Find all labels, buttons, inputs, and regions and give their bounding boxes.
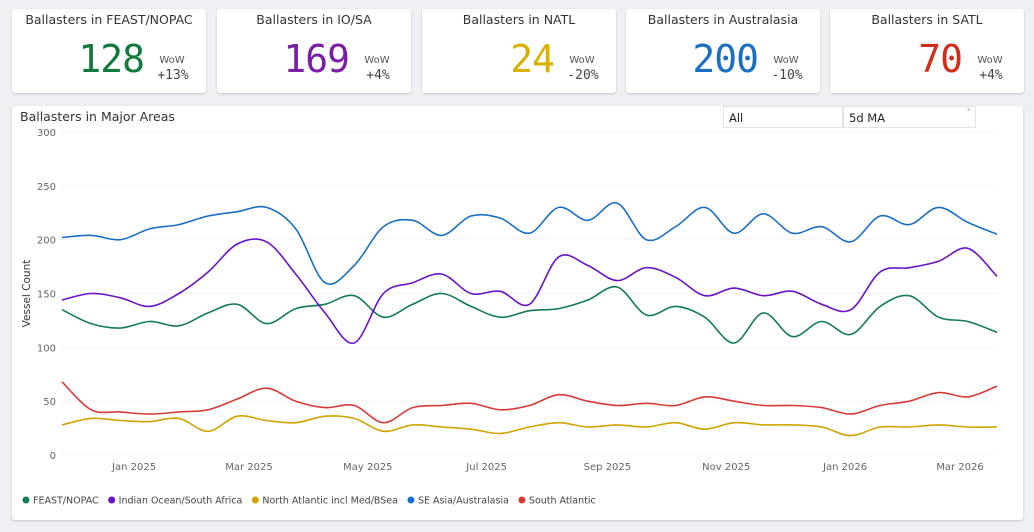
kpi-title: Ballasters in IO/SA [256, 12, 372, 27]
x-tick-label: Jan 2026 [822, 462, 867, 473]
kpi-wow-label: WoW [773, 55, 799, 66]
chevron-down-icon: ˇ [966, 109, 972, 119]
y-tick-label: 150 [37, 290, 56, 301]
y-tick-label: 50 [43, 397, 56, 408]
y-tick-label: 100 [37, 343, 56, 354]
kpi-value: 70 [918, 37, 963, 81]
kpi-title: Ballasters in Australasia [647, 12, 799, 27]
kpi-card-io-sa[interactable]: Ballasters in IO/SA 169 WoW +4% [217, 9, 411, 93]
legend-marker [108, 496, 116, 504]
series-line-feast-nopac [61, 285, 998, 344]
x-tick-label: Jul 2025 [465, 462, 507, 473]
legend-marker [251, 496, 259, 504]
legend-label[interactable]: South Atlantic [529, 496, 596, 507]
legend-marker [518, 496, 526, 504]
kpi-title: Ballasters in SATL [871, 12, 983, 27]
smoothing-dropdown[interactable]: 5d MA ˇ [843, 106, 976, 128]
kpi-card-feast[interactable]: Ballasters in FEAST/NOPAC 128 WoW +13% [12, 9, 206, 93]
legend-label[interactable]: North Atlantic incl Med/BSea [262, 496, 398, 507]
x-tick-label: Sep 2025 [584, 462, 631, 473]
y-tick-label: 0 [50, 451, 56, 462]
period-dropdown-value: All [729, 111, 744, 125]
kpi-value: 24 [510, 37, 555, 81]
series-line-indian-ocean-south-africa [61, 238, 998, 344]
kpi-wow-label: WoW [977, 55, 1003, 66]
line-chart: 0 50 100 150 200 250 300 Jan 2025 Mar 2025 May 20… [21, 128, 998, 507]
kpi-card-australasia[interactable]: Ballasters in Australasia 200 WoW -10% [626, 9, 820, 93]
kpi-value: 169 [283, 37, 350, 81]
x-tick-label: Nov 2025 [702, 462, 750, 473]
x-tick-label: Jan 2025 [111, 462, 156, 473]
kpi-wow-label: WoW [364, 55, 390, 66]
series-line-se-asia-australasia [61, 202, 998, 285]
series-line-south-atlantic [61, 381, 998, 424]
x-tick-label: Mar 2025 [225, 462, 273, 473]
kpi-delta: +4% [366, 68, 390, 83]
kpi-wow-label: WoW [569, 55, 595, 66]
kpi-delta: +4% [979, 68, 1003, 83]
y-tick-label: 300 [37, 128, 56, 139]
kpi-delta: +13% [157, 68, 189, 83]
kpi-title: Ballasters in FEAST/NOPAC [25, 12, 193, 27]
legend-marker [22, 496, 30, 504]
kpi-value: 200 [692, 37, 759, 81]
kpi-wow-label: WoW [159, 55, 185, 66]
y-tick-label: 200 [37, 236, 56, 247]
kpi-title: Ballasters in NATL [462, 12, 576, 27]
legend-marker [407, 496, 415, 504]
legend-label[interactable]: Indian Ocean/South Africa [119, 496, 243, 507]
y-tick-label: 250 [37, 182, 56, 193]
kpi-delta: -10% [771, 68, 803, 83]
x-tick-label: Mar 2026 [936, 462, 984, 473]
kpi-delta: -20% [567, 68, 599, 83]
kpi-card-satl[interactable]: Ballasters in SATL 70 WoW +4% [830, 9, 1024, 93]
chart-panel: Ballasters in Major Areas All 5d MA ˇ 0 5… [12, 106, 1023, 520]
period-dropdown[interactable]: All [723, 106, 843, 128]
series-line-north-atlantic-incl-med-bsea [61, 415, 998, 437]
legend-label[interactable]: SE Asia/Australasia [418, 496, 509, 507]
smoothing-dropdown-value: 5d MA [849, 111, 886, 125]
legend-label[interactable]: FEAST/NOPAC [33, 496, 99, 507]
y-axis-label: Vessel Count [21, 260, 33, 328]
kpi-value: 128 [78, 37, 145, 81]
chart-title: Ballasters in Major Areas [20, 109, 175, 124]
kpi-card-natl[interactable]: Ballasters in NATL 24 WoW -20% [422, 9, 616, 93]
x-tick-label: May 2025 [343, 462, 392, 473]
